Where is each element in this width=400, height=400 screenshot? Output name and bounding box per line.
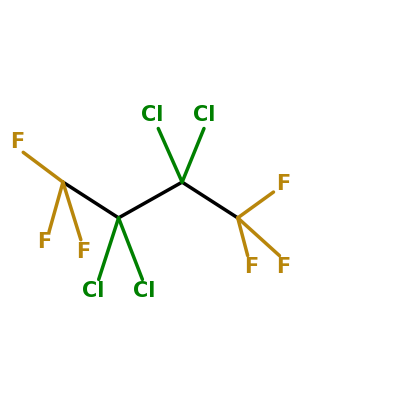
Text: Cl: Cl [193, 104, 215, 124]
Text: F: F [10, 132, 24, 152]
Text: F: F [76, 242, 90, 262]
Text: Cl: Cl [133, 281, 156, 301]
Text: F: F [244, 257, 259, 277]
Text: F: F [37, 232, 52, 252]
Text: Cl: Cl [82, 281, 104, 301]
Text: Cl: Cl [141, 104, 164, 124]
Text: F: F [276, 174, 290, 194]
Text: F: F [276, 257, 290, 277]
